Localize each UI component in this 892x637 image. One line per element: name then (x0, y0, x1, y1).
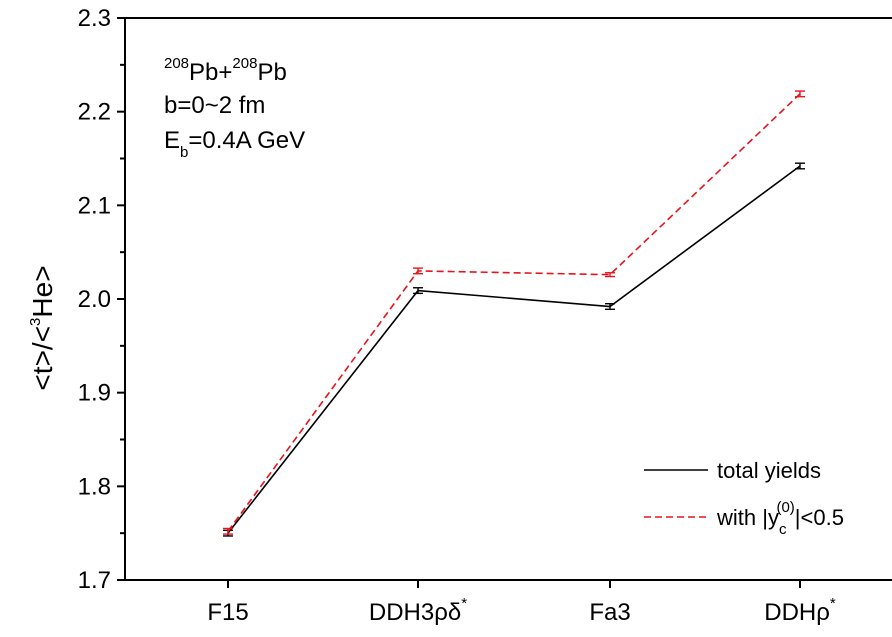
y-tick-label: 1.7 (78, 567, 111, 594)
data-point-s1-0 (223, 527, 233, 535)
series-line-0 (227, 165, 801, 534)
y-axis-title: <t>/<3He> (27, 265, 58, 390)
data-point-s1-1 (413, 267, 423, 275)
data-point-s1-3 (795, 90, 805, 98)
x-tick-label: DDHρ* (764, 595, 836, 626)
y-tick-label: 1.9 (78, 380, 111, 407)
annotation-impact: b=0~2 fm (164, 92, 265, 119)
series-line-1 (227, 93, 801, 532)
legend-label-rapidity-cut: with |yc(0)|<0.5 (716, 499, 844, 538)
data-point-s1-2 (605, 272, 615, 278)
data-point-s0-2 (605, 302, 615, 311)
axes: 1.7 1.8 1.9 2.0 2.1 2.2 2.3 F15 DDH3ρδ* Fa3 DDHρ* (78, 5, 836, 626)
y-tick-label: 2.2 (78, 99, 111, 126)
legend-label-total-yields: total yields (717, 458, 821, 483)
annotation-system: 208Pb+208Pb (164, 55, 287, 86)
legend: total yields with |yc(0)|<0.5 (644, 458, 844, 538)
y-tick-label: 2.1 (78, 192, 111, 219)
y-tick-label: 2.0 (78, 286, 111, 313)
annotation-energy: Eb=0.4A GeV (164, 127, 305, 161)
data-point-s0-1 (413, 287, 423, 295)
y-tick-label: 2.3 (78, 5, 111, 32)
x-tick-label: Fa3 (589, 599, 630, 626)
x-tick-label: DDH3ρδ* (369, 595, 467, 626)
annotation-block: 208Pb+208Pb b=0~2 fm Eb=0.4A GeV (164, 55, 305, 161)
x-tick-label: F15 (207, 599, 248, 626)
y-tick-label: 1.8 (78, 473, 111, 500)
data-point-s0-3 (795, 162, 805, 170)
plot-lines (223, 90, 805, 537)
